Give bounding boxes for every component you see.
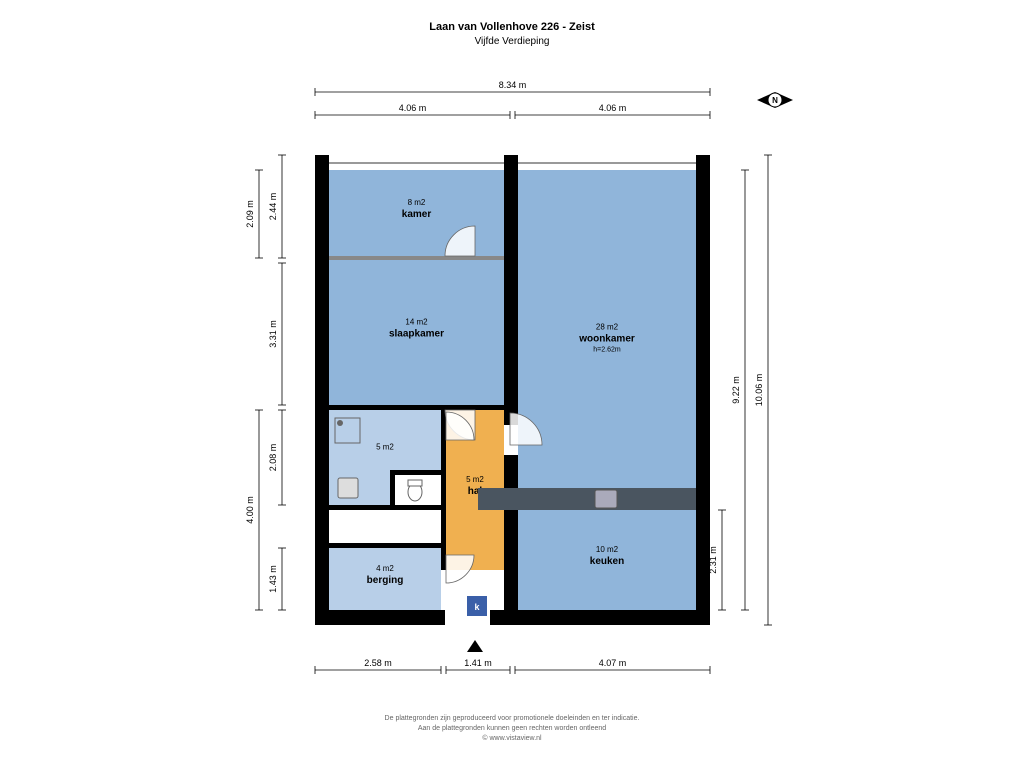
dimension: 2.31 m [708, 510, 726, 610]
dimension: 4.06 m [515, 103, 710, 119]
footer-line: © www.vistaview.nl [482, 734, 542, 742]
dimension: 2.44 m [268, 155, 286, 258]
svg-text:2.44 m: 2.44 m [268, 193, 278, 221]
svg-text:4.00 m: 4.00 m [245, 496, 255, 524]
shower-head-icon [337, 420, 343, 426]
svg-text:woonkamer: woonkamer [578, 334, 635, 345]
footer-line: Aan de plattegronden kunnen geen rechten… [418, 725, 606, 732]
door-icon [446, 555, 474, 583]
dimension: 1.43 m [268, 548, 286, 610]
compass-icon: N [757, 92, 793, 108]
svg-text:28 m2: 28 m2 [596, 323, 619, 332]
dimension: 4.07 m [515, 658, 710, 674]
room-woonkamer: 28 m2 woonkamer h=2.62m [518, 170, 696, 505]
room-berging: 4 m2 berging [329, 548, 441, 610]
svg-text:14 m2: 14 m2 [405, 318, 428, 327]
svg-text:5 m2: 5 m2 [466, 475, 484, 484]
svg-text:slaapkamer: slaapkamer [389, 329, 444, 340]
svg-text:4.06 m: 4.06 m [399, 103, 427, 113]
svg-text:h=2.62m: h=2.62m [593, 347, 621, 354]
svg-text:kamer: kamer [402, 209, 432, 220]
room-keuken: 10 m2 keuken [518, 510, 696, 610]
svg-text:5 m2: 5 m2 [376, 443, 394, 452]
dimension: 3.31 m [268, 263, 286, 405]
basin-icon [338, 478, 358, 498]
dimension: 2.09 m [245, 170, 263, 258]
svg-text:10.06 m: 10.06 m [754, 374, 764, 407]
page-subtitle: Vijfde Verdieping [475, 36, 550, 47]
footer-line: De plattegronden zijn geproduceerd voor … [385, 715, 640, 722]
svg-text:1.43 m: 1.43 m [268, 565, 278, 593]
dimension: 9.22 m [731, 170, 749, 610]
svg-text:2.58 m: 2.58 m [364, 658, 392, 668]
room-slaapkamer: 14 m2 slaapkamer [329, 260, 504, 405]
svg-text:9.22 m: 9.22 m [731, 376, 741, 404]
dimension: 1.41 m [446, 658, 510, 674]
entry-arrow-icon [467, 640, 483, 652]
dimension: 4.06 m [315, 103, 510, 119]
kitchen-counter-ext [478, 488, 518, 510]
svg-text:4.07 m: 4.07 m [599, 658, 627, 668]
sink-icon [595, 490, 617, 508]
room-kamer: 8 m2 kamer [329, 170, 504, 256]
dimension: 10.06 m [754, 155, 772, 625]
svg-text:4.06 m: 4.06 m [599, 103, 627, 113]
svg-text:2.08 m: 2.08 m [268, 444, 278, 472]
svg-text:8.34 m: 8.34 m [499, 80, 527, 90]
svg-text:N: N [772, 96, 778, 105]
page-title: Laan van Vollenhove 226 - Zeist [429, 21, 595, 33]
dimension: 2.08 m [268, 410, 286, 505]
svg-text:8 m2: 8 m2 [408, 198, 426, 207]
dimension: 8.34 m [315, 80, 710, 96]
svg-text:3.31 m: 3.31 m [268, 320, 278, 348]
svg-text:berging: berging [367, 575, 404, 586]
svg-text:keuken: keuken [590, 556, 624, 567]
svg-text:10 m2: 10 m2 [596, 545, 619, 554]
svg-text:4 m2: 4 m2 [376, 564, 394, 573]
dimension: 2.58 m [315, 658, 441, 674]
dimension: 4.00 m [245, 410, 263, 610]
svg-text:2.09 m: 2.09 m [245, 200, 255, 228]
svg-text:1.41 m: 1.41 m [464, 658, 492, 668]
